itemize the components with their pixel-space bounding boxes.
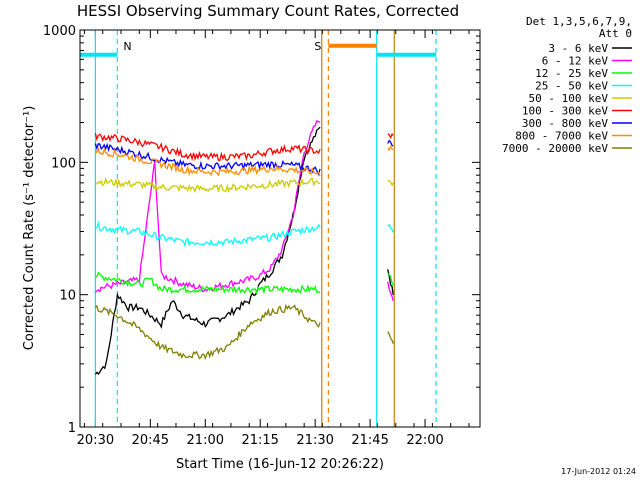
y-tick-label: 1000 (43, 24, 76, 39)
series-line (387, 223, 394, 233)
series-line (95, 271, 321, 295)
y-axis-label: Corrected Count Rate (s⁻¹ detector⁻¹) (22, 106, 37, 351)
series-line (94, 303, 321, 361)
series-line (387, 139, 394, 147)
x-tick-label: 21:00 (187, 433, 224, 448)
x-axis-label: Start Time (16-Jun-12 20:26:22) (176, 457, 384, 472)
legend-entry-label: 100 - 300 keV (522, 105, 608, 118)
y-tick-label: 10 (59, 289, 76, 304)
x-tick-label: 21:30 (296, 433, 333, 448)
legend-header-1: Det 1,3,5,6,7,9, (526, 15, 632, 28)
series-line (94, 126, 321, 376)
series-line (94, 120, 321, 293)
x-tick-label: 20:30 (77, 433, 114, 448)
series-line (387, 179, 394, 187)
series-line (95, 220, 321, 248)
series-line (387, 145, 394, 152)
series-line (387, 331, 394, 344)
legend-entry-label: 800 - 7000 keV (515, 130, 608, 143)
series-line (94, 132, 321, 162)
legend-entry-label: 300 - 800 keV (522, 117, 608, 130)
plot-frame (79, 29, 481, 428)
legend-header-2: Att 0 (599, 27, 632, 40)
x-tick-label: 22:00 (406, 433, 443, 448)
flag-label: N (123, 40, 131, 53)
legend-entry-label: 25 - 50 keV (535, 80, 608, 93)
timestamp: 17-Jun-2012 01:24 (561, 467, 636, 476)
series-line (94, 146, 321, 177)
legend-entry-label: 50 - 100 keV (529, 92, 609, 105)
series-line (95, 176, 321, 194)
series-line (94, 142, 321, 176)
legend-entry-label: 6 - 12 keV (542, 55, 609, 68)
y-tick-label: 1 (68, 421, 76, 436)
x-tick-label: 21:15 (241, 433, 278, 448)
chart-title: HESSI Observing Summary Count Rates, Cor… (77, 2, 459, 20)
flag-label: S (314, 40, 321, 53)
legend-entry-label: 7000 - 20000 keV (502, 142, 608, 155)
series-line (387, 281, 394, 302)
y-tick-label: 100 (51, 156, 76, 171)
series-line (387, 132, 394, 140)
x-tick-label: 21:45 (351, 433, 388, 448)
series-line (387, 273, 394, 286)
legend-entry-label: 3 - 6 keV (548, 42, 608, 55)
x-tick-label: 20:45 (132, 433, 169, 448)
legend-entry-label: 12 - 25 keV (535, 67, 608, 80)
